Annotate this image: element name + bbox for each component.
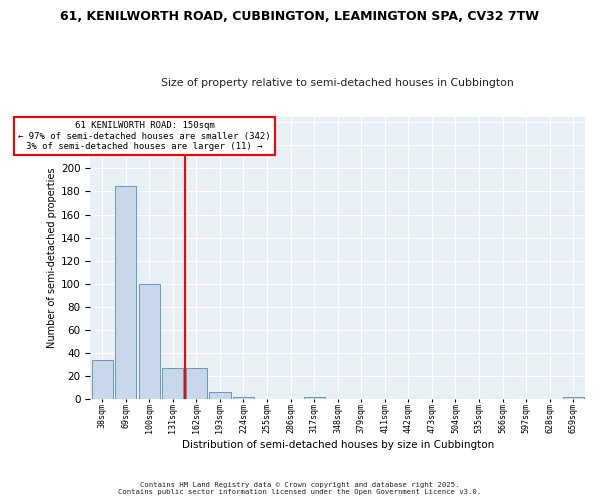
Y-axis label: Number of semi-detached properties: Number of semi-detached properties	[47, 168, 57, 348]
Text: 61, KENILWORTH ROAD, CUBBINGTON, LEAMINGTON SPA, CV32 7TW: 61, KENILWORTH ROAD, CUBBINGTON, LEAMING…	[61, 10, 539, 23]
Bar	[115, 186, 136, 399]
Bar	[233, 396, 254, 399]
Text: Contains HM Land Registry data © Crown copyright and database right 2025.
Contai: Contains HM Land Registry data © Crown c…	[118, 482, 482, 495]
Bar	[304, 396, 325, 399]
Bar	[563, 396, 584, 399]
Bar	[186, 368, 207, 399]
Bar	[139, 284, 160, 399]
Title: Size of property relative to semi-detached houses in Cubbington: Size of property relative to semi-detach…	[161, 78, 514, 88]
Bar	[162, 368, 184, 399]
Text: 61 KENILWORTH ROAD: 150sqm
← 97% of semi-detached houses are smaller (342)
3% of: 61 KENILWORTH ROAD: 150sqm ← 97% of semi…	[18, 121, 271, 151]
X-axis label: Distribution of semi-detached houses by size in Cubbington: Distribution of semi-detached houses by …	[182, 440, 494, 450]
Bar	[92, 360, 113, 399]
Bar	[209, 392, 230, 399]
